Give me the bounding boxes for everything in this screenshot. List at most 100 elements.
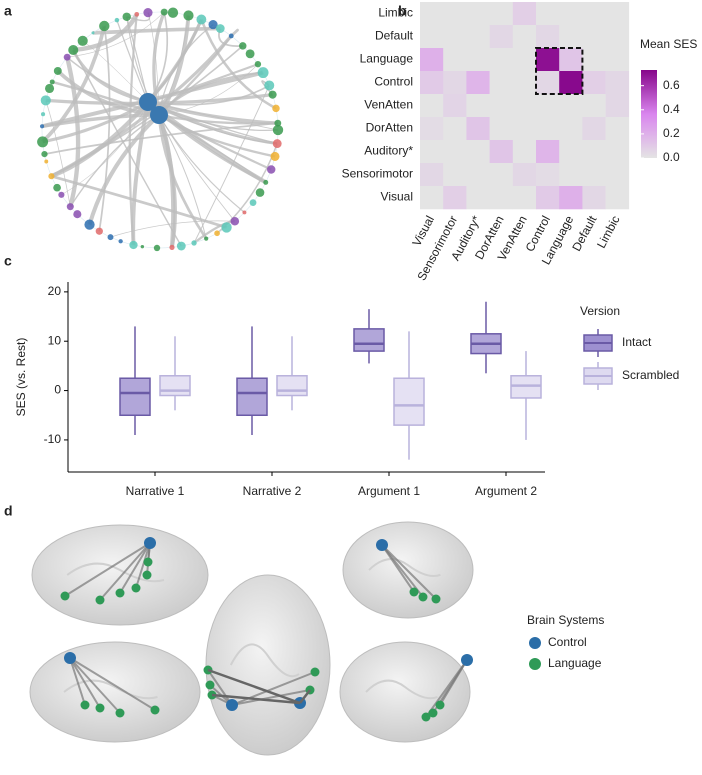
node — [274, 119, 282, 127]
heat-cell — [420, 186, 444, 210]
edge — [158, 35, 233, 116]
heat-cell — [582, 186, 606, 210]
node — [255, 188, 265, 197]
edge — [69, 114, 160, 208]
heat-cell — [605, 117, 630, 141]
node — [272, 124, 284, 136]
heat-cell — [536, 94, 560, 118]
node — [53, 67, 62, 75]
row-label: Auditory* — [364, 144, 413, 158]
edge — [147, 12, 160, 116]
heat-cell — [536, 186, 560, 210]
node — [266, 165, 276, 174]
heat-cell — [466, 48, 490, 72]
language-node — [409, 587, 419, 597]
brain — [205, 574, 331, 756]
node — [208, 20, 218, 30]
edge — [157, 114, 208, 240]
heat-cell — [512, 94, 537, 118]
node — [73, 210, 82, 219]
heat-cell — [466, 71, 490, 95]
language-node — [310, 667, 320, 677]
node — [264, 80, 275, 91]
connection — [99, 542, 151, 601]
heat-cell — [443, 25, 467, 49]
x-tick-label: Narrative 2 — [243, 484, 302, 498]
node — [140, 244, 145, 249]
colorbar — [641, 70, 657, 158]
x-tick-label: Argument 2 — [475, 484, 537, 498]
heat-cell — [489, 71, 514, 95]
node — [160, 8, 168, 16]
node — [228, 33, 234, 39]
language-node — [428, 708, 438, 718]
brain-legend-title: Brain Systems — [527, 613, 604, 627]
y-tick-label: 0 — [54, 383, 61, 397]
heat-cell — [420, 25, 444, 49]
language-node — [95, 703, 105, 713]
node — [204, 236, 209, 241]
edge — [71, 49, 149, 104]
panel-label: d — [4, 503, 13, 519]
node — [68, 44, 79, 56]
box — [393, 377, 425, 426]
legend-label: Scrambled — [622, 368, 679, 382]
heat-cell — [559, 94, 583, 118]
node — [196, 14, 207, 25]
heat-cell — [466, 140, 490, 164]
edge — [44, 122, 278, 155]
highlight-box — [535, 47, 584, 95]
connection — [69, 657, 101, 709]
node — [134, 11, 140, 17]
heat-cell — [605, 48, 630, 72]
connection — [69, 657, 121, 714]
hub-node — [139, 93, 157, 111]
node — [254, 60, 262, 68]
heat-cell — [582, 2, 606, 26]
node — [58, 191, 65, 198]
heat-cell — [605, 25, 630, 49]
row-label: Limbic — [378, 6, 413, 20]
heat-cell — [536, 48, 560, 72]
node — [107, 234, 114, 241]
heat-cell — [420, 2, 444, 26]
node — [63, 53, 71, 61]
node — [44, 159, 49, 164]
heat-cell — [466, 186, 490, 210]
control-node — [144, 537, 156, 549]
panel-label: a — [4, 3, 12, 19]
heat-cell — [466, 117, 490, 141]
edge — [41, 70, 264, 129]
edge — [87, 113, 161, 226]
heat-cell — [512, 2, 537, 26]
heat-cell — [559, 186, 583, 210]
heat-cell — [443, 2, 467, 26]
heat-cell — [605, 140, 630, 164]
control-node — [226, 699, 238, 711]
heat-cell — [559, 25, 583, 49]
y-axis-title: SES (vs. Rest) — [14, 338, 28, 417]
node — [41, 112, 46, 117]
node — [37, 136, 49, 148]
edge — [61, 101, 149, 196]
edge — [51, 174, 227, 229]
node — [84, 219, 95, 230]
node — [176, 241, 186, 251]
heat-cell — [559, 163, 583, 187]
brain — [29, 641, 201, 743]
connection — [211, 693, 301, 705]
heat-cell — [536, 117, 560, 141]
node — [242, 210, 247, 215]
connection — [207, 669, 233, 706]
heat-cell — [605, 186, 630, 210]
language-node — [435, 700, 445, 710]
heat-cell — [466, 163, 490, 187]
node — [272, 104, 280, 113]
heat-cell — [512, 48, 537, 72]
edge — [158, 114, 245, 213]
node — [191, 240, 197, 246]
brain — [339, 641, 471, 743]
heat-cell — [582, 71, 606, 95]
x-tick-label: Narrative 1 — [126, 484, 185, 498]
